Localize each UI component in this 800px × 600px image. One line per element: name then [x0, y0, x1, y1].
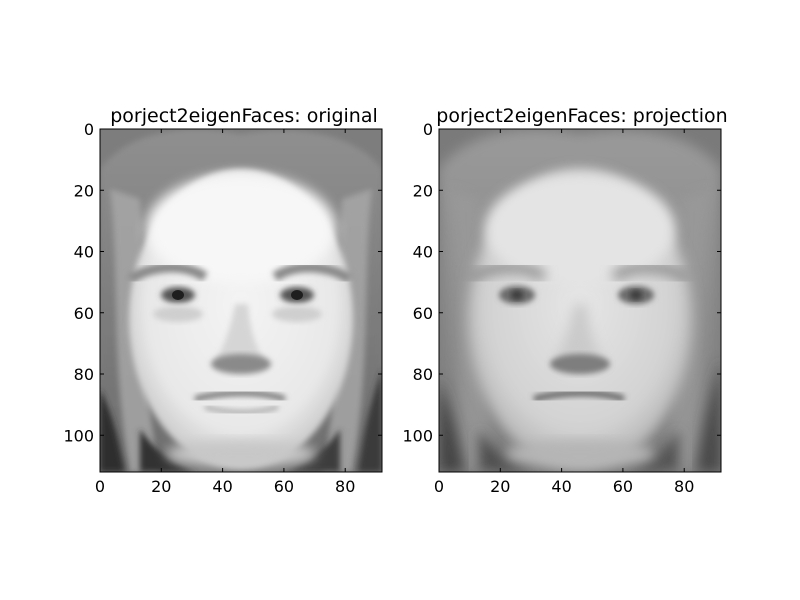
chart-title-projection: porject2eigenFaces: projection	[436, 105, 727, 127]
y-tick-label: 0	[84, 120, 94, 139]
y-tick-label: 0	[423, 120, 433, 139]
y-tick-label: 40	[413, 243, 433, 262]
x-tick-label: 20	[151, 477, 171, 496]
x-tick-label: 0	[95, 477, 105, 496]
x-tick-label: 0	[434, 477, 444, 496]
y-tick-label: 60	[413, 304, 433, 323]
x-tick-label: 80	[674, 477, 694, 496]
x-tick-label: 60	[274, 477, 294, 496]
chart-title-original: porject2eigenFaces: original	[110, 105, 378, 127]
axes-frame-projection	[438, 128, 722, 473]
x-tick-label: 40	[551, 477, 571, 496]
axes-layer: 0 20 40 60 80 0 20 40 60 80 100 0 20 40 60 80 0 20 40 60 80 1…	[63, 120, 722, 496]
y-tick-label: 100	[63, 426, 94, 445]
axes-original: 0 20 40 60 80 0 20 40 60 80 100	[63, 120, 383, 496]
y-tick-label: 20	[74, 181, 94, 200]
y-tick-label: 60	[74, 304, 94, 323]
original-image	[100, 129, 382, 472]
projection-image	[439, 129, 721, 472]
x-tick-label: 80	[335, 477, 355, 496]
y-tick-label: 40	[74, 243, 94, 262]
y-tick-label: 80	[413, 365, 433, 384]
y-tick-label: 80	[74, 365, 94, 384]
x-tick-label: 20	[490, 477, 510, 496]
x-tick-label: 40	[212, 477, 232, 496]
y-tick-label: 20	[413, 181, 433, 200]
axes-frame-original	[99, 128, 383, 473]
x-tick-label: 60	[613, 477, 633, 496]
axes-projection: 0 20 40 60 80 0 20 40 60 80 100	[402, 120, 722, 496]
y-tick-label: 100	[402, 426, 433, 445]
